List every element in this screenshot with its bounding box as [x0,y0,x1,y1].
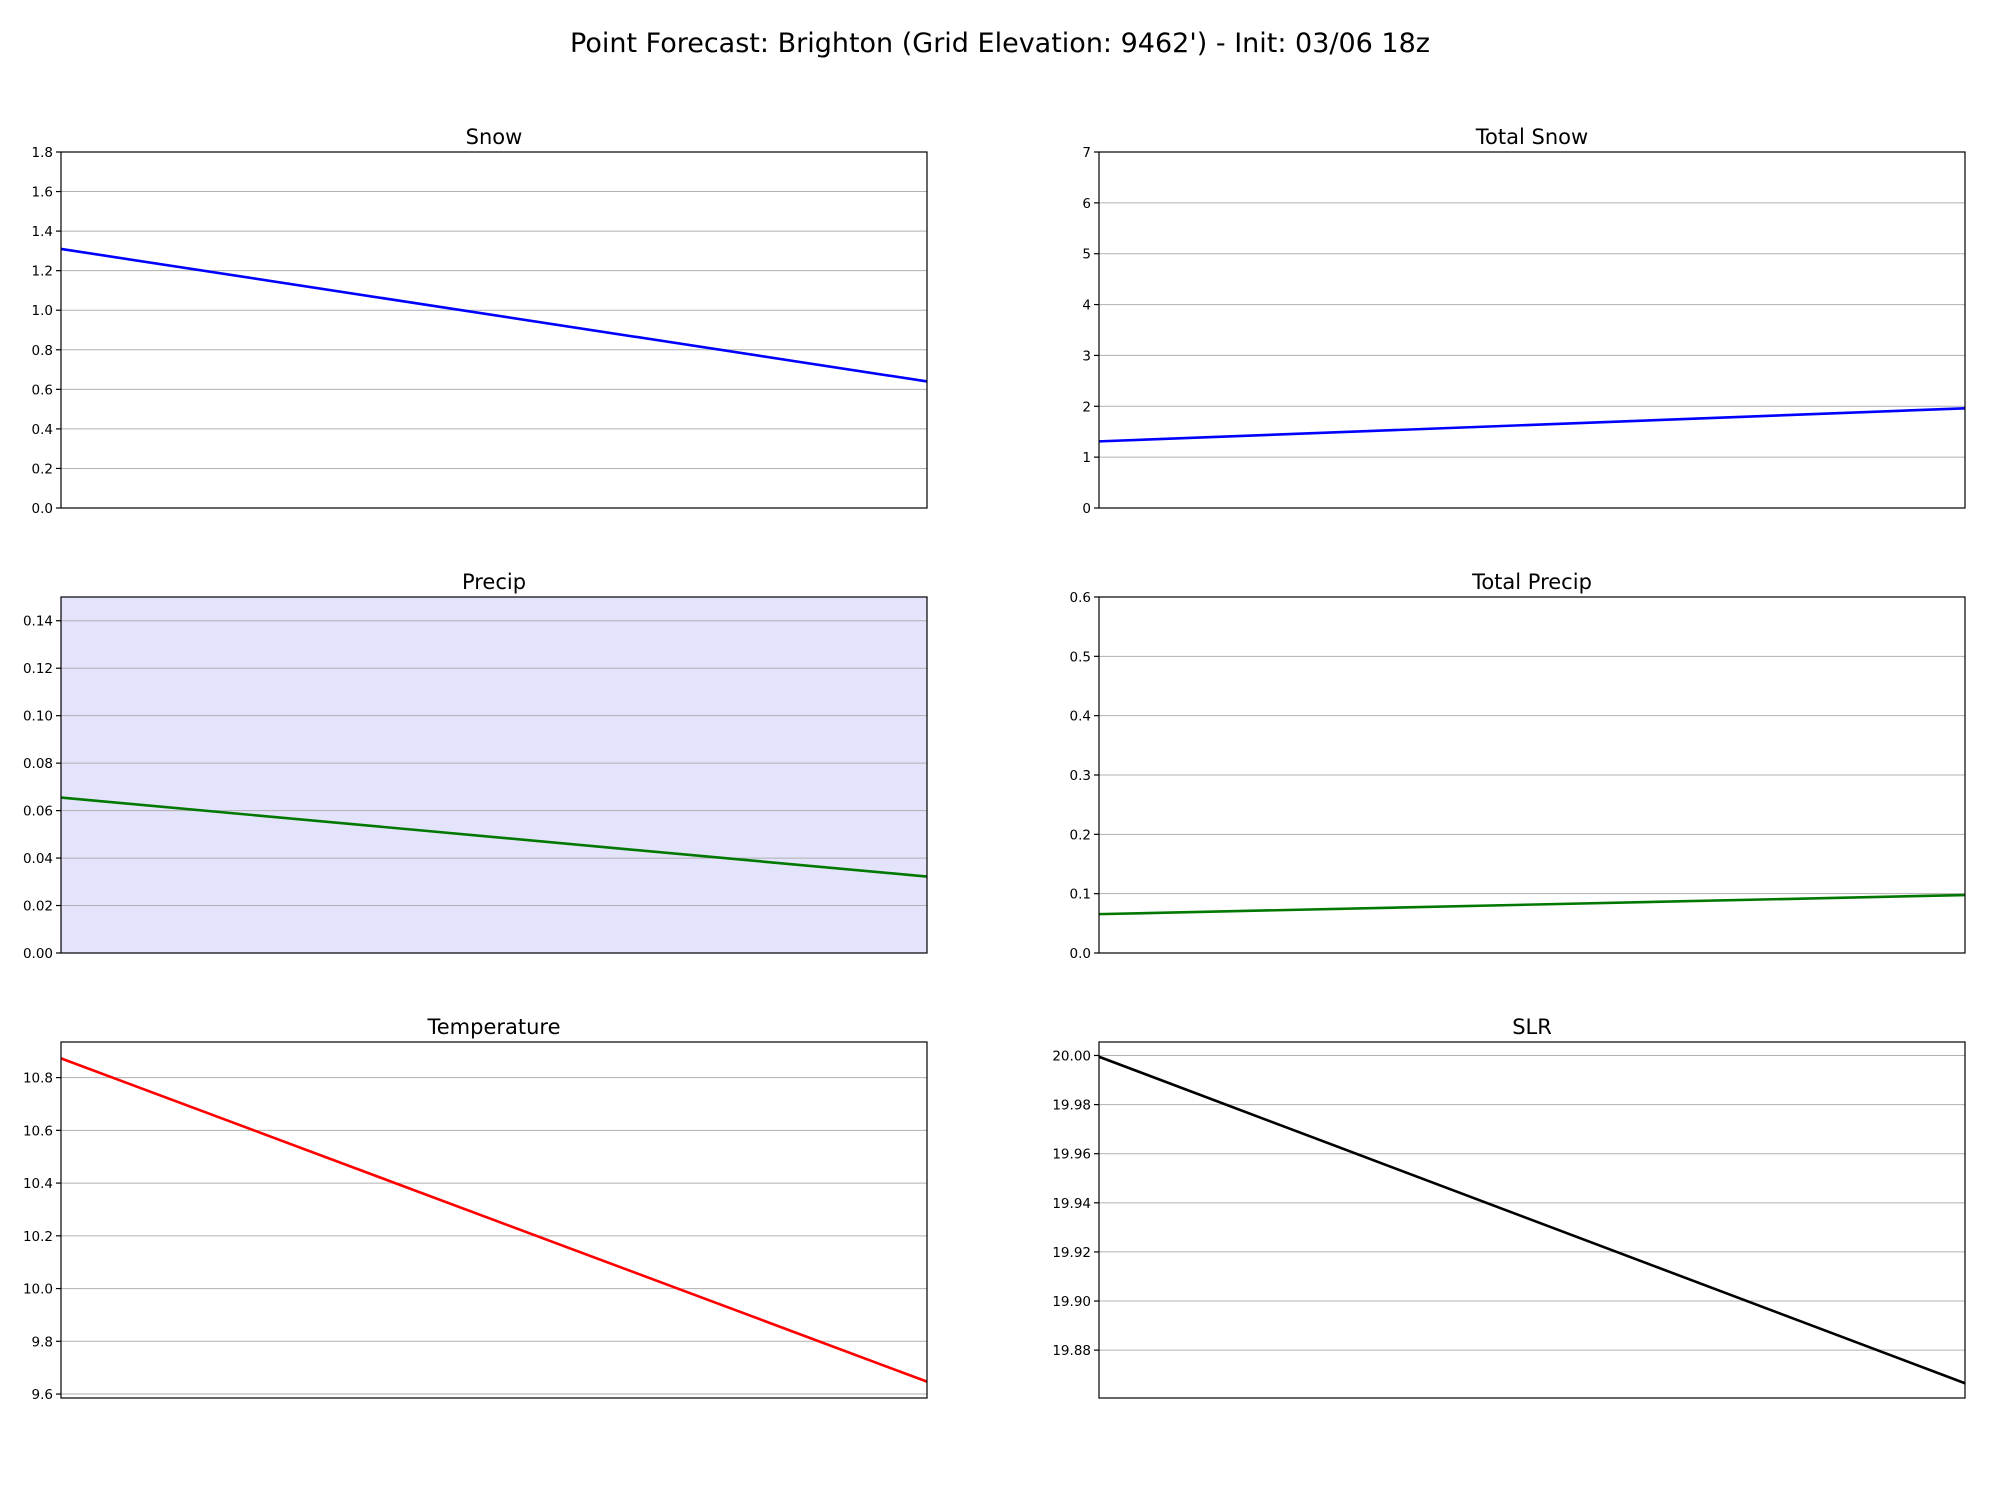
snow-panel: 0.0 0.2 0.4 0.6 0.8 1.0 1.2 1.4 1.6 1.8 Snow [32,125,928,517]
snow-y-tick-label: 1.4 [32,224,53,240]
precip-y-tick-label: 0.02 [23,899,53,915]
snow-y-tick-label: 0.4 [32,422,53,438]
temperature-y-tick-label: 10.4 [23,1176,53,1192]
slr-y-tick-label: 19.92 [1052,1245,1091,1261]
total-precip-axes-frame [1098,596,1966,954]
total-snow-y-tick-label: 0 [1082,501,1091,517]
total-snow-axes-frame [1098,151,1966,509]
precip-y-tick-label: 0.06 [23,804,53,820]
slr-title: SLR [1512,1015,1552,1039]
precip-y-tick-label: 0.04 [23,851,53,867]
figure-title: Point Forecast: Brighton (Grid Elevation… [570,28,1430,59]
temperature-y-tick-label: 10.0 [23,1282,53,1298]
temperature-y-tick-label: 10.2 [23,1229,53,1245]
temperature-panel: 9.6 9.8 10.0 10.2 10.4 10.6 10.8 Temperature [23,1015,928,1403]
temperature-axes-frame [60,1041,928,1399]
total-precip-panel: 0.0 0.1 0.2 0.3 0.4 0.5 0.6 Total Precip [1070,570,1966,962]
slr-axes-frame [1098,1041,1966,1399]
snow-series-line [60,247,928,383]
total-snow-y-tick-label: 6 [1082,196,1091,212]
total-snow-y-tick-label: 2 [1082,399,1091,415]
slr-y-tick-label: 19.90 [1052,1294,1091,1310]
total-precip-y-tick-label: 0.1 [1070,887,1091,903]
temperature-title: Temperature [426,1015,560,1039]
temperature-y-tick-label: 10.8 [23,1071,53,1087]
total-snow-title: Total Snow [1475,125,1588,149]
total-snow-series-line [1098,407,1966,443]
total-snow-y-tick-label: 4 [1082,298,1091,314]
total-snow-y-tick-label: 7 [1082,145,1091,161]
temperature-y-tick-label: 10.6 [23,1123,53,1139]
total-precip-y-tick-label: 0.2 [1070,827,1091,843]
temperature-gridlines [61,1077,927,1395]
total-snow-panel: 0 1 2 3 4 5 6 7 Total Snow [1082,125,1966,517]
snow-y-tick-label: 0.6 [32,382,53,398]
snow-y-tick-label: 0.0 [32,501,53,517]
snow-y-tick-label: 1.6 [32,185,53,201]
snow-plot-area [61,152,927,508]
snow-y-tick-label: 0.8 [32,343,53,359]
slr-y-tick-label: 20.00 [1052,1049,1091,1065]
precip-series-line [60,796,928,878]
total-precip-series-line [1098,893,1966,916]
panels-container: 0.0 0.2 0.4 0.6 0.8 1.0 1.2 1.4 1.6 1.8 Snow 0 1 2 3 4 5… [23,125,1966,1403]
slr-panel: 19.88 19.90 19.92 19.94 19.96 19.98 20.00 SLR [1052,1015,1966,1399]
precip-title: Precip [462,570,526,594]
total-snow-plot-area [1099,152,1965,508]
slr-series-line [1098,1055,1966,1385]
precip-y-tick-label: 0.10 [23,709,53,725]
precip-panel: 0.00 0.02 0.04 0.06 0.08 0.10 0.12 0.14 Precip [23,570,928,962]
snow-title: Snow [466,125,523,149]
slr-y-tick-label: 19.96 [1052,1147,1091,1163]
precip-axes-frame [60,596,928,954]
slr-gridlines [1099,1055,1965,1351]
total-precip-y-tick-label: 0.5 [1070,649,1091,665]
precip-plot-area [61,597,927,953]
total-precip-y-tick-label: 0.4 [1070,709,1091,725]
slr-y-tick-label: 19.94 [1052,1196,1091,1212]
total-snow-y-tick-label: 5 [1082,247,1091,263]
temperature-y-tick-label: 9.8 [32,1334,53,1350]
total-precip-y-tick-label: 0.0 [1070,946,1091,962]
precip-y-tick-label: 0.00 [23,946,53,962]
temperature-series-line [60,1057,928,1383]
total-precip-y-tick-label: 0.6 [1070,590,1091,606]
snow-y-tick-label: 1.2 [32,264,53,280]
total-snow-y-tick-label: 1 [1082,450,1091,466]
total-precip-y-tick-label: 0.3 [1070,768,1091,784]
total-precip-title: Total Precip [1471,570,1592,594]
temperature-y-tick-label: 9.6 [32,1387,53,1403]
precip-y-tick-label: 0.14 [23,614,53,630]
precip-y-tick-label: 0.08 [23,756,53,772]
total-snow-y-tick-label: 3 [1082,348,1091,364]
snow-y-tick-label: 1.8 [32,145,53,161]
slr-y-tick-label: 19.98 [1052,1098,1091,1114]
snow-y-tick-label: 1.0 [32,303,53,319]
slr-y-tick-label: 19.88 [1052,1343,1091,1359]
precip-y-tick-label: 0.12 [23,661,53,677]
snow-axes-frame [60,151,928,509]
snow-y-tick-label: 0.2 [32,461,53,477]
